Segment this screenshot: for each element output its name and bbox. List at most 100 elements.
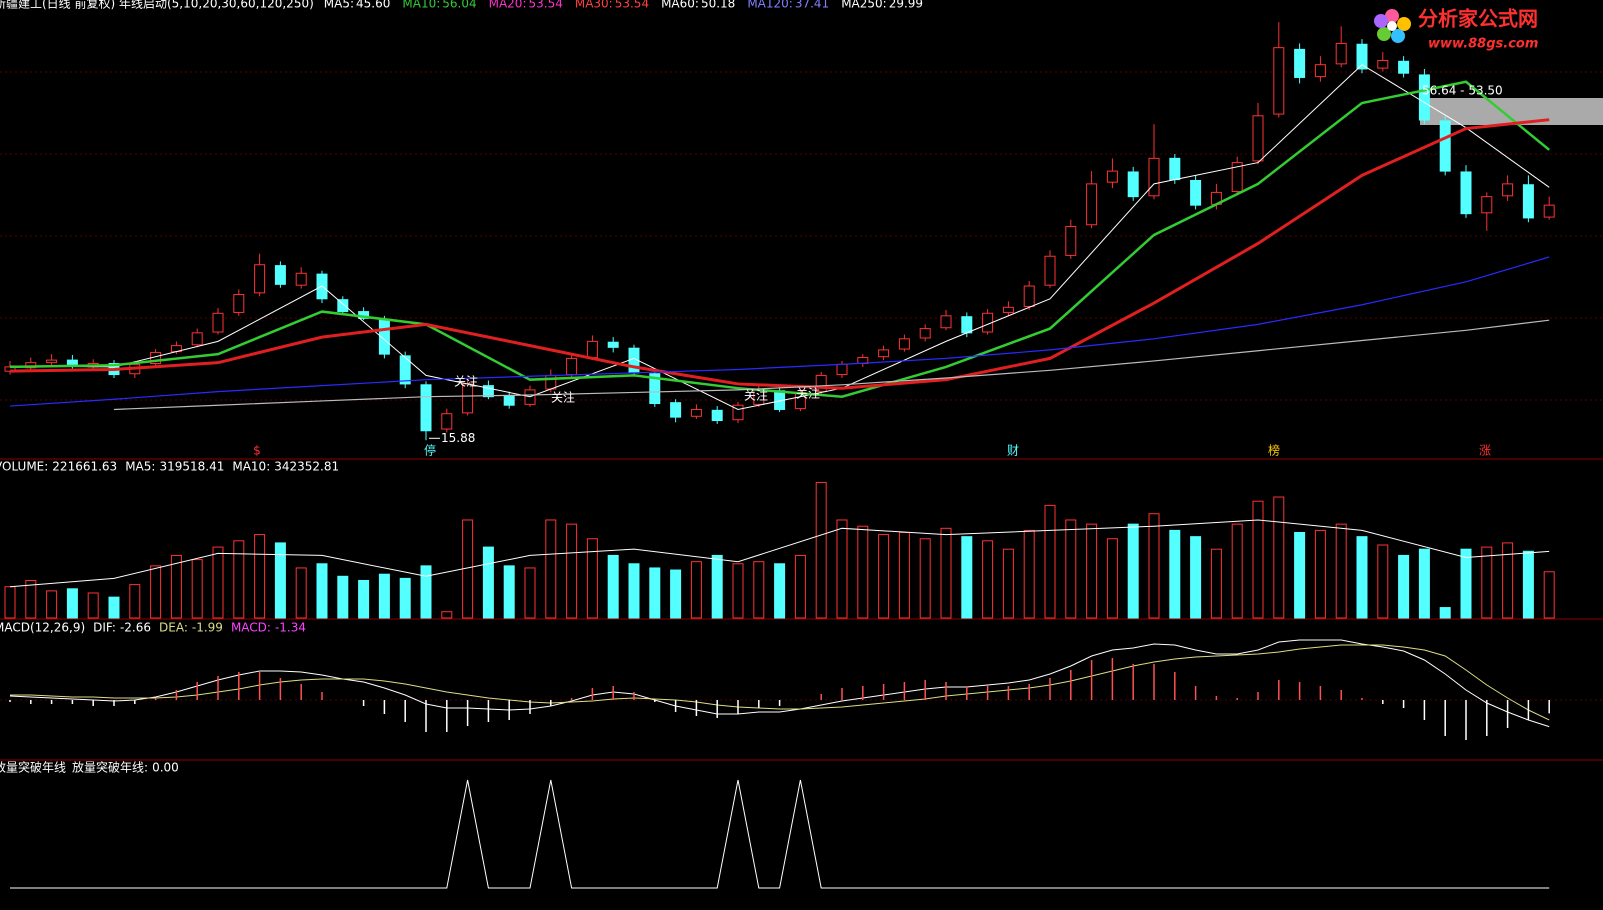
volume-bar bbox=[794, 554, 806, 619]
candle-body bbox=[1127, 171, 1139, 198]
candle-body bbox=[1023, 285, 1035, 307]
candle-body bbox=[1169, 157, 1181, 181]
volume-bar bbox=[337, 575, 349, 619]
volume-bar bbox=[836, 519, 848, 619]
volume-bar bbox=[649, 567, 661, 619]
annotation: 关注 bbox=[796, 386, 820, 401]
volume-bar bbox=[25, 579, 37, 619]
volume-bar bbox=[566, 523, 578, 619]
candle-body bbox=[961, 316, 973, 334]
candle-body bbox=[566, 357, 578, 376]
volume-bar bbox=[212, 546, 224, 619]
legend-value: 29.99 bbox=[889, 0, 923, 11]
legend-label: DEA: bbox=[159, 621, 188, 635]
macd-line bbox=[10, 644, 1550, 721]
volume-bar bbox=[358, 579, 370, 619]
legend-label: 放量突破年线: bbox=[72, 760, 148, 775]
legend-value: 221661.63 bbox=[52, 460, 117, 474]
ma-line bbox=[9, 256, 1550, 407]
volume-bar bbox=[378, 573, 390, 619]
annotation: 关注 bbox=[551, 390, 575, 405]
volume-bar bbox=[1398, 554, 1410, 619]
volume-bar bbox=[1065, 519, 1077, 619]
candle-body bbox=[1335, 42, 1347, 65]
candle-body bbox=[482, 385, 494, 398]
candle-body bbox=[233, 294, 245, 313]
volume-bar bbox=[753, 561, 765, 619]
volume-bar bbox=[919, 538, 931, 619]
volume-bar bbox=[503, 565, 515, 619]
annotation: 关注 bbox=[744, 388, 768, 403]
candle-body bbox=[1522, 184, 1534, 219]
volume-bar bbox=[420, 565, 432, 619]
chart-title: 放量突破年线 bbox=[0, 760, 66, 775]
range-label: 56.64 - 53.50 bbox=[1422, 84, 1503, 98]
event-marker: 财 bbox=[1007, 444, 1019, 458]
volume-bar bbox=[1086, 523, 1098, 619]
volume-bar bbox=[1314, 529, 1326, 619]
legend-value: 0.00 bbox=[152, 761, 179, 775]
volume-bar bbox=[1294, 531, 1306, 619]
candle-body bbox=[607, 341, 619, 348]
volume-bar bbox=[1356, 536, 1368, 619]
candle-body bbox=[670, 402, 682, 418]
volume-bar bbox=[441, 611, 453, 619]
legend-value: 342352.81 bbox=[274, 460, 339, 474]
chart-title: 新疆建工(日线 前复权) 年线启动(5,10,20,30,60,120,250) bbox=[0, 0, 314, 11]
legend-value: -1.34 bbox=[275, 621, 306, 635]
candle-body bbox=[878, 349, 890, 358]
ma-line bbox=[9, 118, 1550, 390]
legend-value: -1.99 bbox=[192, 621, 223, 635]
candle-body bbox=[1398, 60, 1410, 74]
candle-body bbox=[1252, 115, 1264, 162]
volume-bar bbox=[690, 561, 702, 619]
volume-bar bbox=[87, 592, 99, 619]
volume-bar bbox=[1252, 500, 1264, 619]
candle-body bbox=[441, 413, 453, 430]
legend-label: VOLUME: bbox=[0, 460, 48, 474]
volume-bar bbox=[961, 536, 973, 619]
volume-bar bbox=[898, 531, 910, 619]
volume-bar bbox=[857, 525, 869, 619]
volume-bar bbox=[170, 554, 182, 619]
legend-label: MACD: bbox=[231, 621, 271, 635]
candle-body bbox=[690, 408, 702, 417]
volume-bar bbox=[670, 569, 682, 619]
logo: 分析家公式网 www.88gs.com bbox=[1374, 7, 1538, 52]
volume-bar bbox=[586, 538, 598, 619]
logo-url: www.88gs.com bbox=[1428, 37, 1538, 52]
annotation: 关注 bbox=[454, 374, 478, 389]
candle-body bbox=[1377, 59, 1389, 69]
candle-body bbox=[1106, 170, 1118, 183]
volume-bar bbox=[66, 588, 78, 619]
candle-body bbox=[836, 363, 848, 376]
ma-line bbox=[9, 80, 1550, 398]
volume-bar bbox=[1418, 548, 1430, 619]
candle-body bbox=[1273, 47, 1285, 115]
volume-bar bbox=[1169, 529, 1181, 619]
macd-line bbox=[9, 639, 1550, 728]
legend-label: DIF: bbox=[93, 621, 116, 635]
volume-bar bbox=[1044, 504, 1056, 619]
candle-body bbox=[1481, 196, 1493, 214]
candle-body bbox=[191, 332, 203, 346]
candle-body bbox=[586, 340, 598, 359]
volume-bar bbox=[774, 563, 786, 619]
candle-body bbox=[711, 409, 723, 422]
volume-bar bbox=[607, 554, 619, 619]
candle-body bbox=[815, 374, 827, 393]
legend-label: MA5: bbox=[324, 0, 354, 11]
event-marker: 涨 bbox=[1479, 443, 1491, 458]
candle-body bbox=[46, 359, 58, 364]
legend-label: MA120: bbox=[747, 0, 793, 11]
volume-ma-line bbox=[9, 519, 1550, 588]
event-marker: 停 bbox=[424, 443, 436, 458]
ma-line bbox=[9, 64, 1550, 411]
candle-body bbox=[1543, 204, 1555, 218]
legend-label: MA10: bbox=[232, 460, 270, 474]
volume-bar bbox=[1023, 529, 1035, 619]
legend-value: 319518.41 bbox=[159, 460, 224, 474]
legend-value: 53.54 bbox=[615, 0, 649, 11]
candle-body bbox=[898, 338, 910, 350]
